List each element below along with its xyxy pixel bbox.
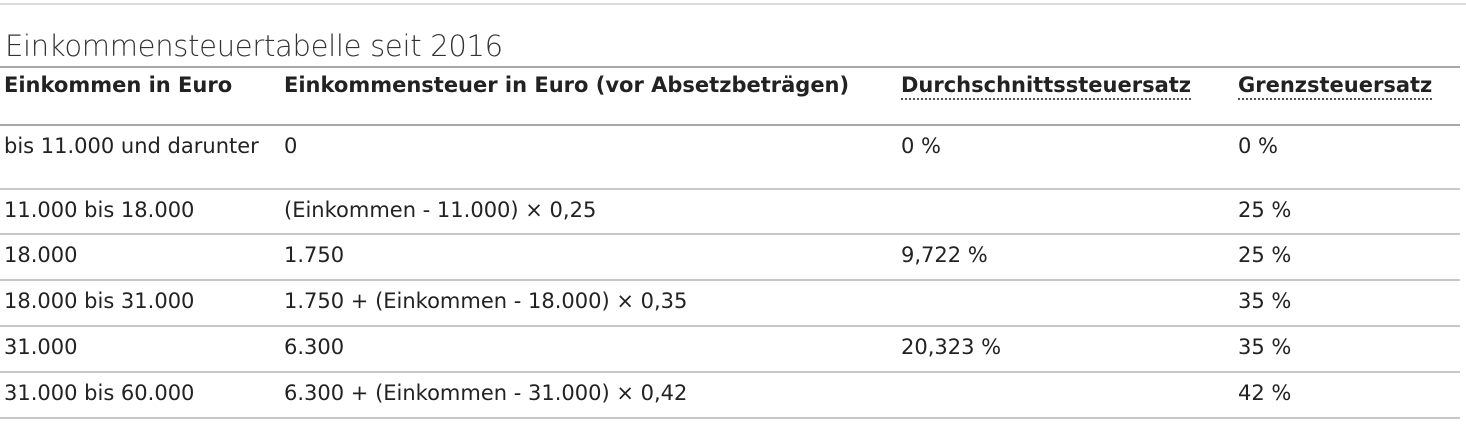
table-row: 18.000 bis 31.000 1.750 + (Einkommen - 1… xyxy=(0,280,1460,326)
cell-income-tax: 1.750 + (Einkommen - 18.000) × 0,35 xyxy=(284,289,688,313)
header-average-rate-label[interactable]: Durchschnittssteuersatz xyxy=(901,73,1192,100)
tax-table: Einkommen in Euro Einkommensteuer in Eur… xyxy=(0,66,1460,419)
cell-income-tax: 6.300 + (Einkommen - 31.000) × 0,42 xyxy=(284,381,688,405)
cell-income: 31.000 xyxy=(4,335,78,359)
table-row: 11.000 bis 18.000 (Einkommen - 11.000) ×… xyxy=(0,189,1460,234)
cell-income-tax: (Einkommen - 11.000) × 0,25 xyxy=(284,198,597,222)
cell-marginal-rate: 25 % xyxy=(1238,198,1292,222)
cell-marginal-rate: 0 % xyxy=(1238,134,1278,158)
cell-income: bis 11.000 und darunter xyxy=(4,134,259,158)
cell-income: 11.000 bis 18.000 xyxy=(4,198,195,222)
table-row: 31.000 6.300 20,323 % 35 % xyxy=(0,326,1460,372)
cell-average-rate: 20,323 % xyxy=(901,335,1002,359)
table-row: bis 11.000 und darunter 0 0 % 0 % xyxy=(0,125,1460,189)
cell-income: 18.000 xyxy=(4,243,78,267)
cell-average-rate xyxy=(897,189,1234,234)
header-income: Einkommen in Euro xyxy=(4,73,233,97)
cell-marginal-rate: 25 % xyxy=(1238,243,1292,267)
cell-income-tax: 6.300 xyxy=(284,335,345,359)
top-divider xyxy=(0,3,1466,5)
cell-marginal-rate: 35 % xyxy=(1238,335,1292,359)
cell-average-rate xyxy=(897,372,1234,418)
header-marginal-rate-label[interactable]: Grenzsteuersatz xyxy=(1238,73,1433,100)
cell-marginal-rate: 35 % xyxy=(1238,289,1292,313)
header-marginal-rate[interactable]: Grenzsteuersatz xyxy=(1234,67,1460,125)
cell-average-rate: 9,722 % xyxy=(901,243,988,267)
cell-income-tax: 0 xyxy=(284,134,298,158)
table-title: Einkommensteuertabelle seit 2016 xyxy=(5,29,503,63)
table-header-row: Einkommen in Euro Einkommensteuer in Eur… xyxy=(0,67,1460,125)
cell-average-rate xyxy=(897,280,1234,326)
cell-average-rate: 0 % xyxy=(901,134,941,158)
cell-income: 18.000 bis 31.000 xyxy=(4,289,195,313)
header-average-rate[interactable]: Durchschnittssteuersatz xyxy=(897,67,1234,125)
cell-income: 31.000 bis 60.000 xyxy=(4,381,195,405)
cell-income-tax: 1.750 xyxy=(284,243,345,267)
header-income-tax: Einkommensteuer in Euro (vor Absetzbeträ… xyxy=(284,73,850,97)
table-row: 18.000 1.750 9,722 % 25 % xyxy=(0,234,1460,280)
cell-marginal-rate: 42 % xyxy=(1238,381,1292,405)
table-row: 31.000 bis 60.000 6.300 + (Einkommen - 3… xyxy=(0,372,1460,418)
